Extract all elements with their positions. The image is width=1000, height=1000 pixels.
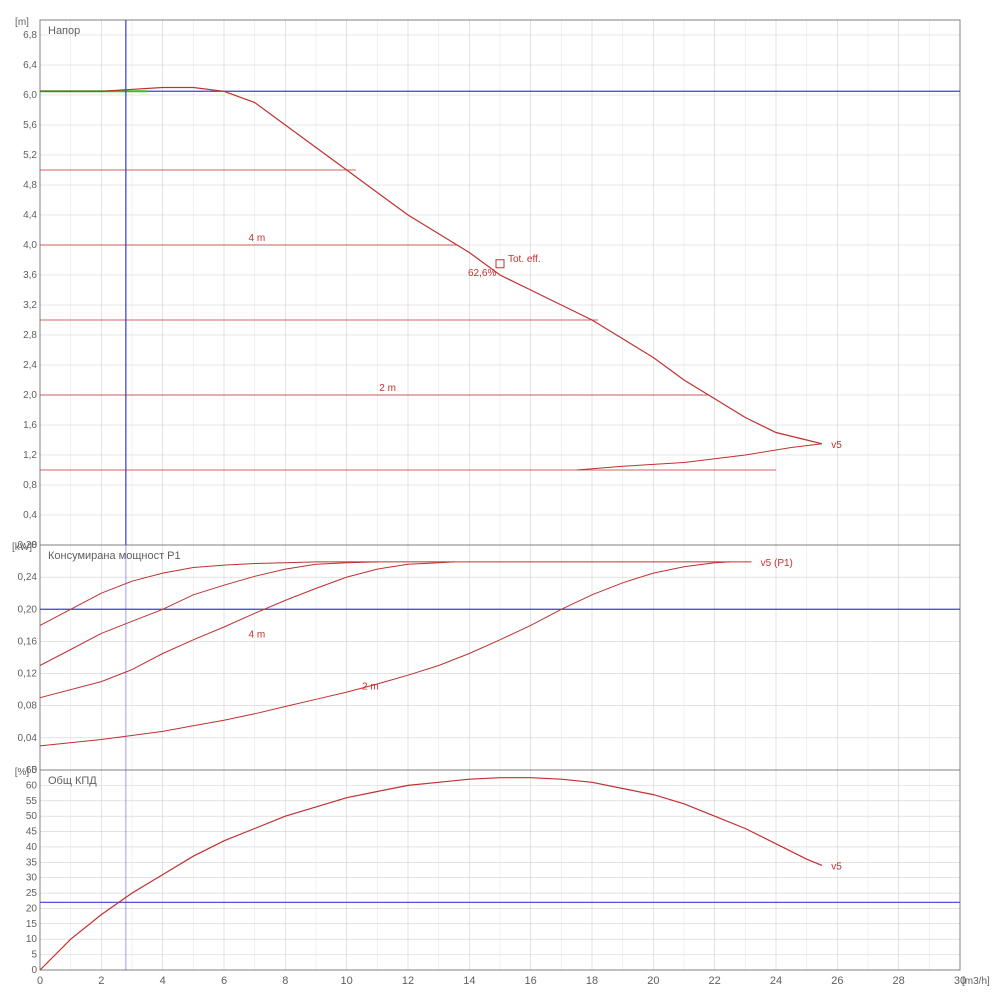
- svg-text:1,6: 1,6: [23, 420, 37, 431]
- svg-text:0,04: 0,04: [18, 733, 38, 744]
- svg-text:4: 4: [160, 975, 166, 987]
- svg-text:2 m: 2 m: [379, 383, 396, 394]
- svg-text:5,6: 5,6: [23, 120, 37, 131]
- svg-text:0,24: 0,24: [18, 572, 38, 583]
- svg-text:6: 6: [221, 975, 227, 987]
- svg-text:6,4: 6,4: [23, 60, 37, 71]
- svg-text:55: 55: [26, 796, 38, 807]
- svg-text:4,8: 4,8: [23, 180, 37, 191]
- svg-text:0,4: 0,4: [23, 510, 37, 521]
- svg-text:5: 5: [31, 950, 37, 961]
- svg-text:24: 24: [770, 975, 782, 987]
- svg-text:20: 20: [26, 903, 38, 914]
- svg-text:30: 30: [26, 873, 38, 884]
- svg-text:10: 10: [26, 934, 38, 945]
- svg-text:14: 14: [463, 975, 475, 987]
- svg-text:40: 40: [26, 842, 38, 853]
- svg-text:10: 10: [341, 975, 353, 987]
- svg-text:4,0: 4,0: [23, 240, 37, 251]
- svg-text:50: 50: [26, 811, 38, 822]
- svg-text:Tot. eff.: Tot. eff.: [508, 254, 541, 265]
- svg-text:Консумирана мощност P1: Консумирана мощност P1: [48, 550, 181, 562]
- svg-text:2,0: 2,0: [23, 390, 37, 401]
- pump-curve-chart: 0 0,4 0,8 1,2 1,6 2,0 2,4 2,8 3,2 3,6 4,0 4,4 4,8 5,2…: [0, 0, 1000, 1000]
- svg-text:6,0: 6,0: [23, 90, 37, 101]
- svg-text:4,4: 4,4: [23, 210, 37, 221]
- svg-text:[m3/h]: [m3/h]: [962, 976, 990, 987]
- svg-text:[kW]: [kW]: [12, 542, 32, 553]
- svg-text:2,4: 2,4: [23, 360, 37, 371]
- svg-text:0,08: 0,08: [18, 701, 38, 712]
- svg-text:2,8: 2,8: [23, 330, 37, 341]
- svg-text:1,2: 1,2: [23, 450, 37, 461]
- svg-text:62,6%: 62,6%: [468, 268, 496, 279]
- svg-text:20: 20: [647, 975, 659, 987]
- svg-text:2: 2: [98, 975, 104, 987]
- svg-text:18: 18: [586, 975, 598, 987]
- svg-text:[m]: [m]: [15, 17, 29, 28]
- svg-text:v5 (P1): v5 (P1): [761, 558, 793, 569]
- svg-text:3,6: 3,6: [23, 270, 37, 281]
- svg-text:0,12: 0,12: [18, 669, 38, 680]
- svg-text:Напор: Напор: [48, 25, 80, 37]
- svg-text:16: 16: [525, 975, 537, 987]
- svg-text:2 m: 2 m: [362, 682, 379, 693]
- svg-text:22: 22: [709, 975, 721, 987]
- svg-text:45: 45: [26, 827, 38, 838]
- svg-text:[%]: [%]: [15, 767, 30, 778]
- svg-text:v5: v5: [831, 440, 842, 451]
- svg-text:28: 28: [893, 975, 905, 987]
- svg-text:5,2: 5,2: [23, 150, 37, 161]
- svg-text:8: 8: [282, 975, 288, 987]
- svg-text:Общ КПД: Общ КПД: [48, 775, 97, 787]
- svg-text:0: 0: [37, 975, 43, 987]
- svg-text:0,16: 0,16: [18, 636, 38, 647]
- svg-text:15: 15: [26, 919, 38, 930]
- svg-text:6,8: 6,8: [23, 30, 37, 41]
- svg-text:25: 25: [26, 888, 38, 899]
- svg-text:60: 60: [26, 780, 38, 791]
- svg-text:4 m: 4 m: [249, 233, 266, 244]
- svg-text:v5: v5: [831, 861, 842, 872]
- svg-text:35: 35: [26, 857, 38, 868]
- svg-text:0,8: 0,8: [23, 480, 37, 491]
- svg-text:12: 12: [402, 975, 414, 987]
- svg-text:26: 26: [831, 975, 843, 987]
- svg-text:4 m: 4 m: [249, 629, 266, 640]
- svg-text:3,2: 3,2: [23, 300, 37, 311]
- svg-text:0,20: 0,20: [18, 604, 38, 615]
